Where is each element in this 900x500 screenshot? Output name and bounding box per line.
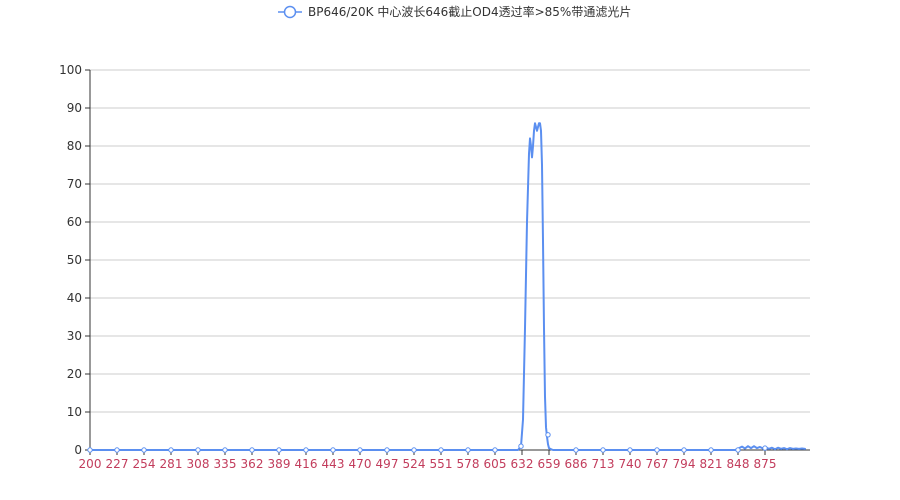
data-point (87, 447, 93, 453)
y-tick-label: 70 (67, 177, 82, 191)
data-point (762, 445, 768, 451)
x-tick-label: 794 (673, 457, 696, 471)
data-point (249, 447, 255, 453)
data-point (573, 447, 579, 453)
series-line (89, 122, 806, 451)
x-tick-label: 416 (295, 457, 318, 471)
x-tick-label: 605 (484, 457, 507, 471)
x-tick-label: 443 (322, 457, 345, 471)
x-tick-label: 632 (511, 457, 534, 471)
x-tick-label: 659 (538, 457, 561, 471)
x-axis: 200 227 254 281 308 335 362 389 416 443 470 497 524 5… (79, 449, 810, 471)
x-tick-label: 740 (619, 457, 642, 471)
x-tick-label: 551 (430, 457, 453, 471)
y-axis-labels: 0 10 20 30 40 50 60 70 80 90 100 (59, 63, 82, 457)
x-tick-label: 848 (727, 457, 750, 471)
x-tick-label: 308 (187, 457, 210, 471)
x-tick-label: 524 (403, 457, 426, 471)
y-tick-label: 60 (67, 215, 82, 229)
x-tick-label: 875 (754, 457, 777, 471)
data-point (465, 447, 471, 453)
y-tick-label: 40 (67, 291, 82, 305)
x-tick-label: 767 (646, 457, 669, 471)
x-tick-label: 686 (565, 457, 588, 471)
x-tick-label: 335 (214, 457, 237, 471)
y-tick-label: 100 (59, 63, 82, 77)
data-point (654, 447, 660, 453)
data-point (681, 447, 687, 453)
y-tick-label: 90 (67, 101, 82, 115)
x-tick-label: 497 (376, 457, 399, 471)
x-tick-label: 713 (592, 457, 615, 471)
x-tick-label: 821 (700, 457, 723, 471)
data-point (438, 447, 444, 453)
x-tick-label: 227 (106, 457, 129, 471)
y-tick-label: 10 (67, 405, 82, 419)
data-point (330, 447, 336, 453)
data-point (627, 447, 633, 453)
data-point (384, 447, 390, 453)
data-point (492, 447, 498, 453)
data-point (735, 447, 741, 453)
data-point (411, 447, 417, 453)
data-point (141, 447, 147, 453)
data-point (708, 447, 714, 453)
data-point (303, 447, 309, 453)
y-tick-label: 80 (67, 139, 82, 153)
data-point (222, 447, 228, 453)
y-tick-label: 0 (74, 443, 82, 457)
y-tick-label: 20 (67, 367, 82, 381)
series-layer (89, 122, 806, 451)
x-tick-label: 389 (268, 457, 291, 471)
data-points (87, 432, 768, 453)
y-tick-label: 50 (67, 253, 82, 267)
y-tick-label: 30 (67, 329, 82, 343)
x-tick-label: 254 (133, 457, 156, 471)
data-point (168, 447, 174, 453)
x-tick-label: 281 (160, 457, 183, 471)
data-point (357, 447, 363, 453)
data-point (518, 443, 524, 449)
x-tick-label: 470 (349, 457, 372, 471)
x-tick-label: 362 (241, 457, 264, 471)
data-point (545, 432, 551, 438)
grid (85, 69, 810, 451)
data-point (195, 447, 201, 453)
data-point (276, 447, 282, 453)
legend-circle-icon (283, 5, 297, 19)
x-tick-label: 578 (457, 457, 480, 471)
legend[interactable]: BP646/20K 中心波长646截止OD4透过率>85%带通滤光片 (278, 4, 631, 19)
data-point (600, 447, 606, 453)
data-point (114, 447, 120, 453)
x-tick-label: 200 (79, 457, 102, 471)
legend-label: BP646/20K 中心波长646截止OD4透过率>85%带通滤光片 (308, 4, 631, 19)
